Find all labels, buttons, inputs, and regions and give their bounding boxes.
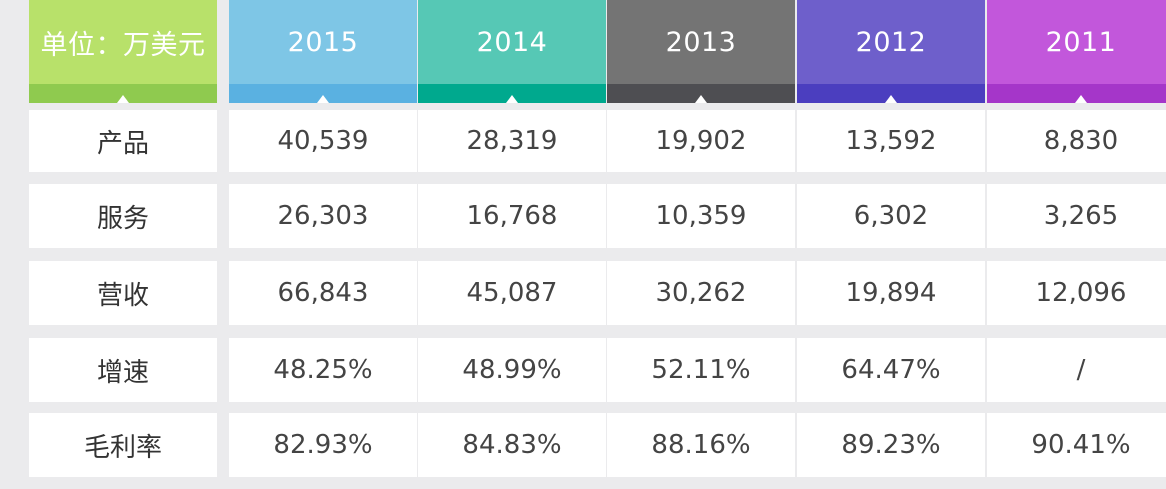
table-cell: 6,302 [797, 184, 985, 248]
table-cell: 84.83% [418, 413, 606, 477]
year-2014-header: 2014 [418, 0, 606, 103]
row-label: 毛利率 [29, 413, 217, 477]
year-2015-header-notch [317, 95, 329, 103]
table-cell: 3,265 [987, 184, 1166, 248]
table-cell: 90.41% [987, 413, 1166, 477]
year-2013-header-band [607, 84, 795, 103]
year-2011-header-label: 2011 [987, 0, 1166, 84]
table-cell: 26,303 [229, 184, 417, 248]
year-2011-column: 2011 8,830 3,265 12,096 / 90.41% [987, 0, 1166, 489]
table-cell: 10,359 [607, 184, 795, 248]
row-label: 服务 [29, 184, 217, 248]
table-cell: 82.93% [229, 413, 417, 477]
year-2013-header-label: 2013 [607, 0, 795, 84]
table-cell: 13,592 [797, 110, 985, 172]
unit-label-column: 单位：万美元产品服务营收增速毛利率 [29, 0, 217, 489]
unit-label-header: 单位：万美元 [29, 0, 217, 103]
table-cell: 19,902 [607, 110, 795, 172]
row-label: 营收 [29, 261, 217, 325]
table-cell: 8,830 [987, 110, 1166, 172]
year-2014-header-band [418, 84, 606, 103]
table-cell: 30,262 [607, 261, 795, 325]
table-cell: 66,843 [229, 261, 417, 325]
year-2012-header-notch [885, 95, 897, 103]
table-cell: 19,894 [797, 261, 985, 325]
unit-label-header-notch [117, 95, 129, 103]
year-2012-header-band [797, 84, 985, 103]
year-2011-header: 2011 [987, 0, 1166, 103]
year-2013-column: 2013 19,902 10,359 30,262 52.11% 88.16% [607, 0, 795, 489]
table-cell: 16,768 [418, 184, 606, 248]
year-2012-header: 2012 [797, 0, 985, 103]
table-cell: 48.99% [418, 338, 606, 402]
unit-label-header-label: 单位：万美元 [29, 0, 217, 84]
year-2014-column: 2014 28,319 16,768 45,087 48.99% 84.83% [418, 0, 606, 489]
table-cell: 40,539 [229, 110, 417, 172]
year-2015-column: 2015 40,539 26,303 66,843 48.25% 82.93% [229, 0, 417, 489]
table-cell: 28,319 [418, 110, 606, 172]
unit-label-header-band [29, 84, 217, 103]
table-cell: 64.47% [797, 338, 985, 402]
year-2013-header-notch [695, 95, 707, 103]
year-2014-header-label: 2014 [418, 0, 606, 84]
table-cell: 48.25% [229, 338, 417, 402]
table-cell: 89.23% [797, 413, 985, 477]
table-cell: 52.11% [607, 338, 795, 402]
table-cell: 45,087 [418, 261, 606, 325]
row-label: 产品 [29, 110, 217, 172]
year-2013-header: 2013 [607, 0, 795, 103]
table-cell: 88.16% [607, 413, 795, 477]
table-cell: / [987, 338, 1166, 402]
year-2011-header-notch [1075, 95, 1087, 103]
row-label: 增速 [29, 338, 217, 402]
table-cell: 12,096 [987, 261, 1166, 325]
year-2014-header-notch [506, 95, 518, 103]
year-2015-header: 2015 [229, 0, 417, 103]
year-2011-header-band [987, 84, 1166, 103]
year-2015-header-band [229, 84, 417, 103]
year-2012-header-label: 2012 [797, 0, 985, 84]
year-2012-column: 2012 13,592 6,302 19,894 64.47% 89.23% [797, 0, 985, 489]
year-2015-header-label: 2015 [229, 0, 417, 84]
